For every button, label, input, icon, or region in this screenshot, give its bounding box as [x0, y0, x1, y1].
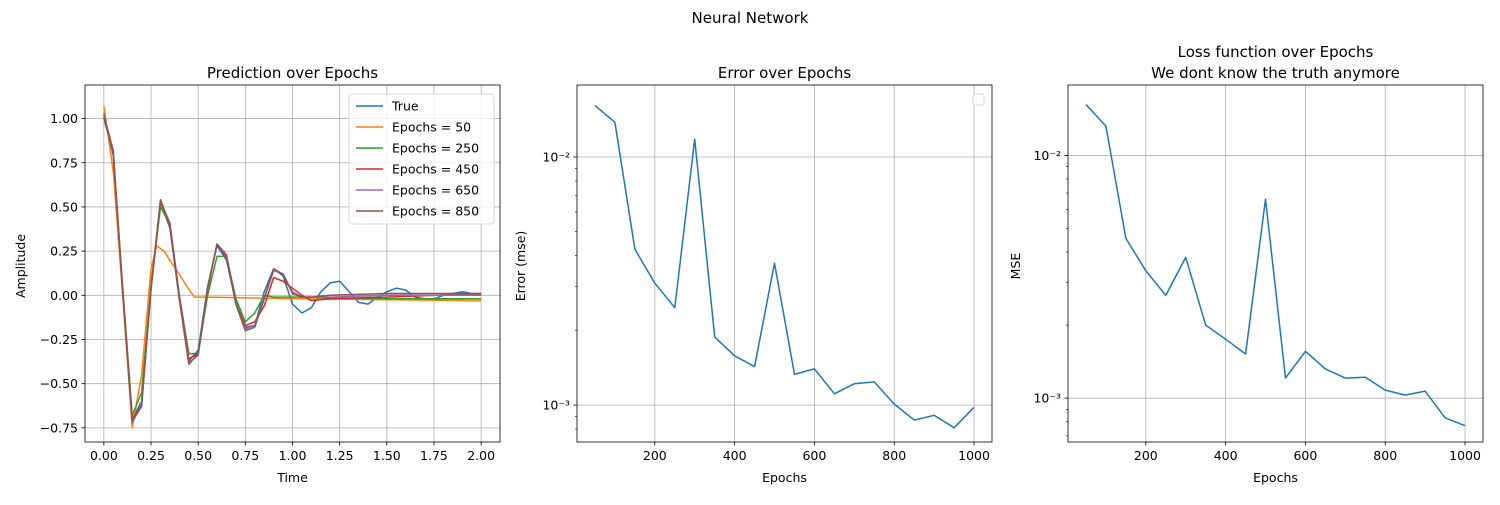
prediction-axes-frame	[84, 84, 501, 443]
prediction-series-line-2	[103, 113, 482, 417]
prediction-panel: Prediction over Epochs Time Amplitude 0.…	[13, 64, 501, 485]
error-xlabel: Epochs	[762, 470, 807, 485]
x-tick-label: 1.25	[326, 448, 354, 463]
legend-entry: Epochs = 650	[392, 183, 479, 198]
x-tick-label: 1000	[1449, 448, 1481, 463]
error-axes-frame	[576, 84, 993, 443]
y-tick-label: 1.00	[50, 111, 78, 126]
y-tick-label: 10⁻²	[542, 149, 570, 164]
loss-series-group	[1085, 103, 1466, 427]
x-tick-label: 1000	[958, 448, 990, 463]
loss-axes-frame	[1067, 84, 1484, 443]
x-tick-label: 2.00	[467, 448, 495, 463]
error-series-line-0	[594, 105, 975, 429]
y-tick-label: −0.50	[40, 376, 78, 391]
prediction-series-line-5	[103, 116, 482, 422]
x-tick-label: 600	[802, 448, 826, 463]
error-empty-legend	[972, 93, 985, 106]
prediction-xlabel: Time	[276, 470, 308, 485]
loss-series-line-0	[1085, 103, 1466, 427]
x-tick-label: 1.50	[373, 448, 401, 463]
legend-entry: Epochs = 250	[392, 141, 479, 156]
y-tick-label: 10⁻³	[542, 398, 570, 413]
figure-suptitle: Neural Network	[692, 9, 809, 27]
loss-subtitle: We dont know the truth anymore	[1151, 64, 1400, 82]
y-tick-label: −0.25	[40, 332, 78, 347]
legend-entry: Epochs = 850	[392, 204, 479, 219]
x-tick-label: 400	[723, 448, 747, 463]
x-tick-label: 0.75	[231, 448, 259, 463]
x-tick-label: 0.25	[137, 448, 165, 463]
loss-xlabel: Epochs	[1253, 470, 1298, 485]
x-tick-label: 1.00	[279, 448, 307, 463]
loss-title: Loss function over Epochs	[1178, 43, 1374, 61]
error-title: Error over Epochs	[718, 64, 851, 82]
error-panel: Error over Epochs Epochs Error (mse) 200…	[513, 64, 993, 485]
loss-panel: Loss function over Epochs We dont know t…	[1008, 43, 1484, 485]
x-tick-label: 1.75	[420, 448, 448, 463]
legend-entry: Epochs = 450	[392, 162, 479, 177]
x-tick-label: 0.50	[184, 448, 212, 463]
error-series-group	[594, 105, 975, 429]
x-tick-label: 600	[1293, 448, 1317, 463]
prediction-legend	[348, 93, 495, 225]
x-tick-label: 800	[882, 448, 906, 463]
x-tick-label: 200	[1134, 448, 1158, 463]
y-tick-label: 0.50	[50, 199, 78, 214]
legend-entry: True	[391, 99, 419, 114]
prediction-title: Prediction over Epochs	[207, 64, 378, 82]
y-tick-label: 0.00	[50, 288, 78, 303]
error-ylabel: Error (mse)	[513, 231, 528, 302]
legend-entry: Epochs = 50	[392, 120, 471, 135]
prediction-series-group	[103, 106, 482, 429]
y-tick-label: −0.75	[40, 420, 78, 435]
y-tick-label: 0.25	[50, 244, 78, 259]
y-tick-label: 10⁻²	[1033, 148, 1061, 163]
x-tick-label: 800	[1373, 448, 1397, 463]
loss-ylabel: MSE	[1008, 253, 1023, 280]
y-tick-label: 10⁻³	[1033, 391, 1061, 406]
x-tick-label: 400	[1214, 448, 1238, 463]
prediction-ylabel: Amplitude	[13, 234, 28, 298]
x-tick-label: 0.00	[90, 448, 118, 463]
x-tick-label: 200	[643, 448, 667, 463]
y-tick-label: 0.75	[50, 155, 78, 170]
